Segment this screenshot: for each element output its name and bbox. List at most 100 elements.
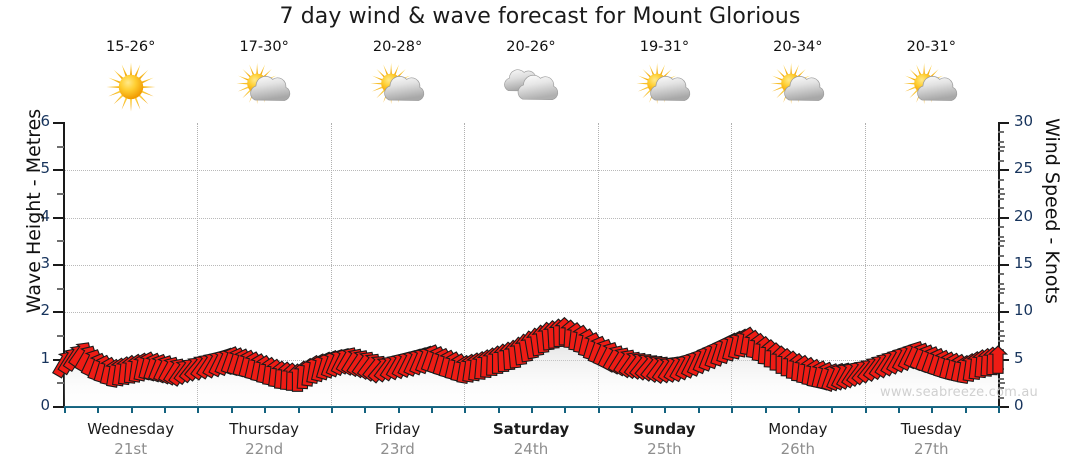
x-axis-tick: [130, 406, 133, 413]
day-name: Tuesday: [900, 420, 962, 438]
day-date: 23rd: [380, 440, 415, 458]
x-axis-tick: [164, 406, 167, 413]
axis-tick-minor: [998, 254, 1004, 257]
left-tick-label: 6: [40, 112, 50, 130]
x-axis-tick: [764, 406, 767, 413]
x-axis-tick: [897, 406, 900, 413]
axis-tick: [998, 216, 1009, 219]
temperature-range: 17-30°: [239, 39, 289, 55]
day-label-thursday: Thursday 22nd: [197, 420, 331, 459]
axis-tick-minor: [998, 226, 1004, 229]
day-date: 24th: [513, 440, 549, 458]
axis-tick-minor: [998, 377, 1004, 380]
day-column-saturday: 20-26°: [464, 38, 598, 115]
axis-tick: [998, 169, 1009, 172]
x-axis-tick: [631, 406, 634, 413]
day-name: Thursday: [229, 420, 300, 438]
x-axis-tick: [64, 406, 66, 413]
day-column-wednesday: 15-26°: [64, 38, 198, 115]
axis-tick-minor: [998, 292, 1004, 295]
axis-tick: [998, 358, 1009, 361]
gridline: [64, 170, 998, 172]
x-axis-tick: [397, 406, 400, 413]
day-column-thursday: 17-30°: [197, 38, 331, 115]
axis-tick: [53, 122, 64, 124]
left-tick-label: 0: [40, 396, 50, 414]
day-column-sunday: 19-31°: [597, 38, 731, 115]
axis-tick: [998, 122, 1009, 124]
x-axis-tick: [497, 406, 500, 413]
x-axis-tick: [464, 406, 467, 413]
temperature-range: 20-31°: [906, 39, 956, 55]
gridline: [64, 312, 998, 314]
axis-tick: [57, 335, 64, 337]
day-label-tuesday: Tuesday 27th: [864, 420, 998, 459]
right-tick-label: 5: [1014, 348, 1024, 367]
axis-tick-minor: [998, 188, 1004, 191]
axis-tick: [998, 406, 1009, 408]
x-axis-tick: [197, 406, 200, 413]
day-name: Friday: [374, 420, 421, 438]
x-axis-tick: [330, 406, 333, 413]
left-axis-title: Wave Height - Metres: [23, 108, 45, 314]
watermark: www.seabreeze.com.au: [880, 385, 1038, 400]
left-tick-label: 1: [40, 348, 50, 367]
x-axis-tick: [831, 406, 834, 413]
axis-tick-minor: [998, 387, 1004, 390]
axis-tick-minor: [998, 349, 1004, 352]
right-tick-label: 25: [1014, 159, 1034, 178]
cloudy-icon: [464, 59, 598, 115]
axis-tick-minor: [998, 282, 1004, 285]
left-axis-line: [63, 122, 65, 408]
x-axis-tick: [430, 406, 433, 413]
left-tick-label: 2: [40, 301, 50, 320]
axis-tick-minor: [998, 330, 1004, 333]
sun-cloud-icon: [864, 59, 998, 115]
day-separator: [330, 123, 332, 407]
axis-tick: [53, 311, 64, 314]
x-axis-tick: [797, 406, 800, 413]
axis-tick-minor: [998, 207, 1004, 210]
axis-tick-minor: [998, 131, 1004, 134]
right-axis-title: Wind Speed - Knots: [1041, 118, 1063, 304]
axis-tick: [53, 169, 64, 172]
axis-tick-minor: [998, 159, 1004, 162]
day-separator: [597, 123, 599, 407]
left-tick-label: 3: [40, 254, 50, 272]
axis-tick: [57, 145, 64, 148]
day-label-monday: Monday 26th: [731, 420, 865, 459]
left-tick-label: 5: [40, 159, 50, 178]
axis-tick: [53, 264, 64, 266]
x-axis-tick: [97, 406, 100, 413]
day-label-sunday: Sunday 25th: [597, 420, 731, 459]
axis-tick: [998, 335, 1005, 337]
day-date: 27th: [914, 440, 949, 458]
day-separator: [464, 123, 466, 407]
x-axis-tick: [998, 406, 1000, 413]
day-name: Monday: [768, 420, 828, 438]
day-separator: [731, 123, 733, 407]
day-date: 21st: [114, 440, 148, 458]
axis-tick-minor: [998, 368, 1004, 371]
gridline: [64, 359, 998, 361]
day-column-friday: 20-28°: [331, 38, 465, 115]
axis-tick: [53, 406, 64, 408]
x-axis-tick: [864, 406, 867, 413]
axis-tick: [57, 240, 64, 243]
axis-tick: [998, 287, 1005, 290]
day-name: Saturday: [492, 420, 570, 438]
day-column-monday: 20-34°: [731, 38, 865, 115]
right-tick-label: 20: [1014, 206, 1034, 225]
x-axis-tick: [564, 406, 567, 413]
x-axis-tick: [230, 406, 233, 413]
page-title: 7 day wind & wave forecast for Mount Glo…: [279, 4, 801, 29]
axis-tick: [53, 358, 64, 361]
temperature-range: 19-31°: [639, 39, 690, 55]
axis-tick: [998, 311, 1009, 314]
x-axis-tick: [364, 406, 367, 413]
axis-tick: [998, 193, 1005, 195]
axis-tick: [53, 216, 64, 219]
left-tick-label: 4: [40, 206, 50, 225]
axis-tick-minor: [998, 140, 1004, 143]
right-tick-label: 30: [1014, 112, 1034, 130]
